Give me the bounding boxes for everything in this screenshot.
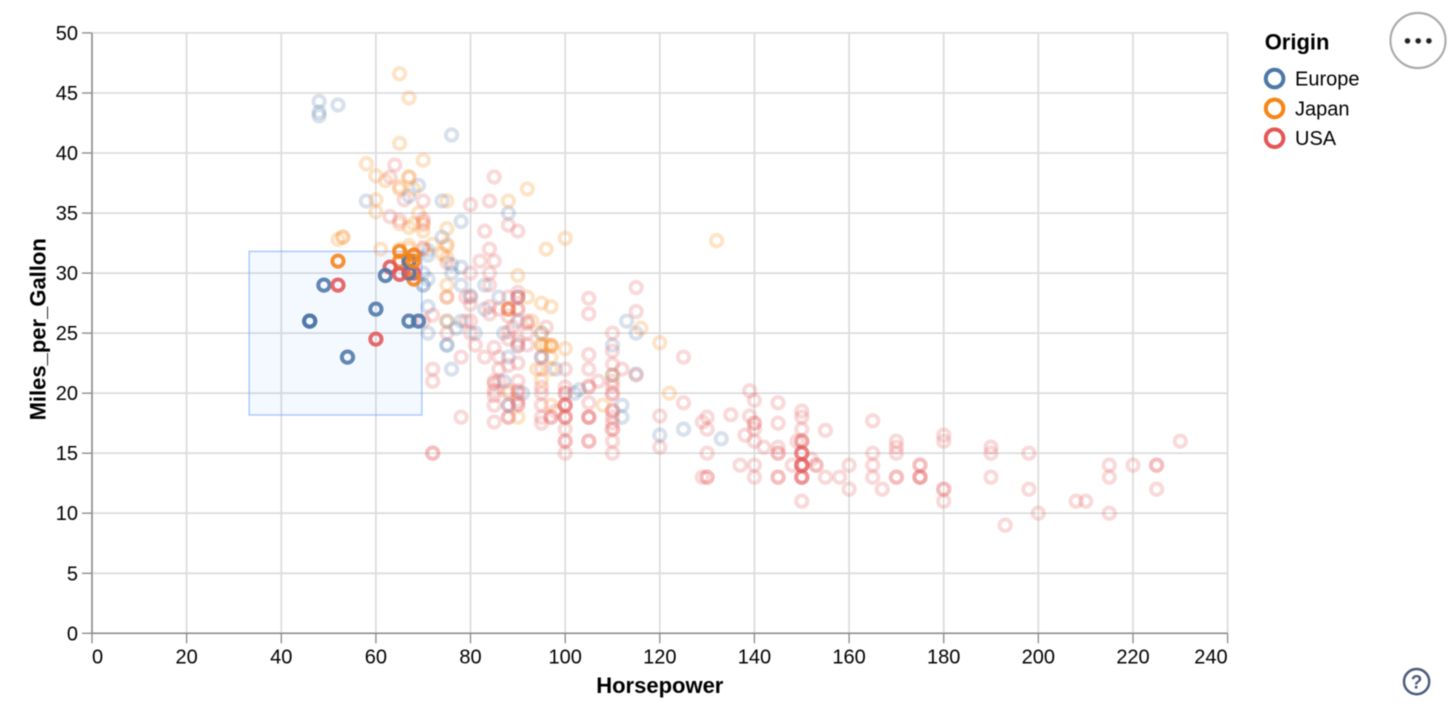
svg-text:100: 100 [549,647,582,669]
svg-text:120: 120 [643,647,676,669]
svg-text:160: 160 [832,647,865,669]
svg-text:Horsepower: Horsepower [596,673,724,698]
svg-text:Europe: Europe [1295,69,1360,91]
svg-text:60: 60 [365,647,387,669]
svg-text:0: 0 [92,647,103,669]
svg-text:20: 20 [175,647,197,669]
svg-text:80: 80 [459,647,481,669]
svg-text:20: 20 [56,383,78,405]
svg-text:140: 140 [738,647,771,669]
svg-text:?: ? [1411,673,1423,694]
svg-text:25: 25 [56,323,78,345]
svg-text:Miles_per_Gallon: Miles_per_Gallon [26,238,51,420]
svg-text:USA: USA [1295,128,1337,150]
svg-text:15: 15 [56,443,78,465]
svg-text:Origin: Origin [1265,29,1330,54]
svg-text:5: 5 [67,563,78,585]
svg-text:10: 10 [56,503,78,525]
svg-text:240: 240 [1194,647,1227,669]
svg-text:200: 200 [1022,647,1055,669]
svg-text:40: 40 [56,143,78,165]
svg-text:40: 40 [270,647,292,669]
svg-text:50: 50 [56,23,78,45]
svg-text:180: 180 [927,647,960,669]
svg-text:45: 45 [56,83,78,105]
svg-text:30: 30 [56,263,78,285]
svg-text:0: 0 [67,623,78,645]
svg-text:Japan: Japan [1295,98,1350,120]
svg-text:220: 220 [1116,647,1149,669]
svg-text:35: 35 [56,203,78,225]
